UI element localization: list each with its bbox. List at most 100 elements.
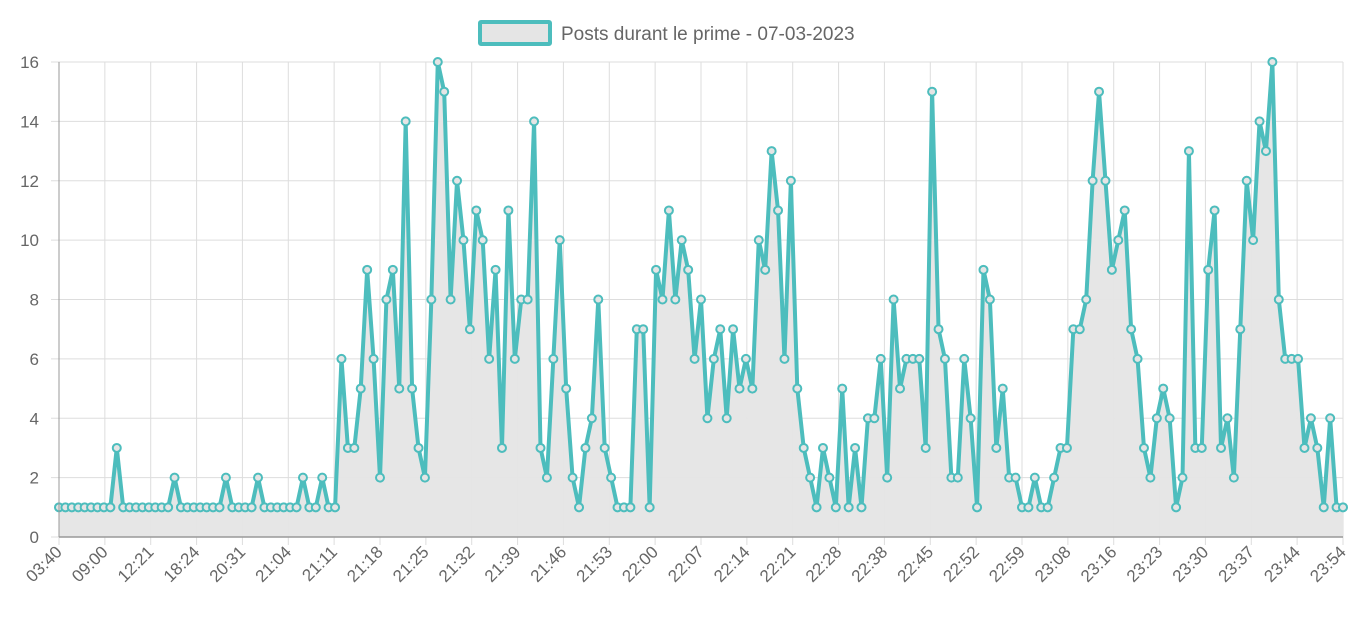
data-point[interactable] [452,175,463,186]
data-point[interactable] [972,502,983,513]
data-point[interactable] [1241,175,1252,186]
data-point[interactable] [1305,413,1316,424]
data-point[interactable] [933,324,944,335]
data-point[interactable] [496,442,507,453]
data-point[interactable] [811,502,822,513]
data-point[interactable] [1171,502,1182,513]
data-point[interactable] [798,442,809,453]
data-point[interactable] [875,353,886,364]
data-point[interactable] [375,472,385,483]
data-point[interactable] [599,442,610,453]
data-point[interactable] [317,472,328,483]
data-point[interactable] [432,57,443,67]
data-point[interactable] [445,294,456,305]
data-point[interactable] [638,324,649,335]
data-point[interactable] [843,502,854,513]
data-point[interactable] [959,353,970,364]
data-point[interactable] [1164,413,1175,424]
data-point[interactable] [1260,146,1271,157]
data-point[interactable] [387,264,398,275]
data-point[interactable] [407,383,418,394]
data-point[interactable] [169,472,180,483]
data-point[interactable] [1126,324,1137,335]
data-point[interactable] [1049,472,1060,483]
data-point[interactable] [766,146,777,157]
data-point[interactable] [805,472,816,483]
data-point[interactable] [1042,502,1053,513]
data-point[interactable] [464,324,475,335]
data-point[interactable] [683,264,694,275]
data-point[interactable] [471,205,482,216]
data-point[interactable] [509,353,520,364]
data-point[interactable] [606,472,617,483]
data-point[interactable] [734,383,745,394]
data-point[interactable] [1074,324,1085,335]
data-point[interactable] [522,294,533,305]
data-point[interactable] [927,86,938,97]
data-point[interactable] [747,383,758,394]
data-point[interactable] [888,294,899,305]
data-point[interactable] [490,264,501,275]
data-point[interactable] [1113,235,1124,246]
data-point[interactable] [362,264,373,275]
data-point[interactable] [676,235,687,246]
data-point[interactable] [728,324,739,335]
data-point[interactable] [1209,205,1220,216]
data-point[interactable] [1273,294,1284,305]
data-point[interactable] [541,472,552,483]
data-point[interactable] [1293,353,1304,364]
data-point[interactable] [1138,442,1149,453]
data-point[interactable] [978,264,989,275]
data-point[interactable] [824,472,835,483]
data-point[interactable] [984,294,995,305]
data-point[interactable] [349,442,360,453]
data-point[interactable] [663,205,674,216]
data-point[interactable] [1010,472,1021,483]
data-point[interactable] [689,353,700,364]
data-point[interactable] [400,116,411,127]
data-point[interactable] [105,502,116,513]
data-point[interactable] [830,502,841,513]
data-point[interactable] [1132,353,1143,364]
data-point[interactable] [1248,235,1259,246]
data-point[interactable] [1196,442,1207,453]
data-point[interactable] [792,383,803,394]
data-point[interactable] [1338,502,1348,513]
data-point[interactable] [586,413,597,424]
data-point[interactable] [715,324,726,335]
data-point[interactable] [484,353,495,364]
data-point[interactable] [920,442,931,453]
data-point[interactable] [869,413,880,424]
legend-swatch[interactable] [478,20,552,46]
data-point[interactable] [1145,472,1156,483]
data-point[interactable] [837,383,848,394]
data-point[interactable] [413,442,424,453]
data-point[interactable] [1222,413,1233,424]
data-point[interactable] [914,353,925,364]
data-point[interactable] [702,413,713,424]
data-point[interactable] [817,442,828,453]
data-point[interactable] [1151,413,1162,424]
data-point[interactable] [1023,502,1034,513]
data-point[interactable] [1158,383,1169,394]
data-point[interactable] [895,383,906,394]
data-point[interactable] [368,353,379,364]
data-point[interactable] [111,442,122,453]
data-point[interactable] [330,502,341,513]
data-point[interactable] [394,383,405,394]
data-point[interactable] [850,442,861,453]
data-point[interactable] [740,353,751,364]
data-point[interactable] [458,235,469,246]
data-point[interactable] [991,442,1002,453]
data-point[interactable] [503,205,514,216]
legend[interactable]: Posts durant le prime - 07-03-2023 [478,20,855,46]
data-point[interactable] [1119,205,1130,216]
data-point[interactable] [580,442,591,453]
data-point[interactable] [1183,146,1194,157]
data-point[interactable] [439,86,450,97]
data-point[interactable] [529,116,540,127]
data-point[interactable] [574,502,585,513]
data-point[interactable] [1087,175,1098,186]
data-point[interactable] [997,383,1008,394]
data-point[interactable] [381,294,392,305]
